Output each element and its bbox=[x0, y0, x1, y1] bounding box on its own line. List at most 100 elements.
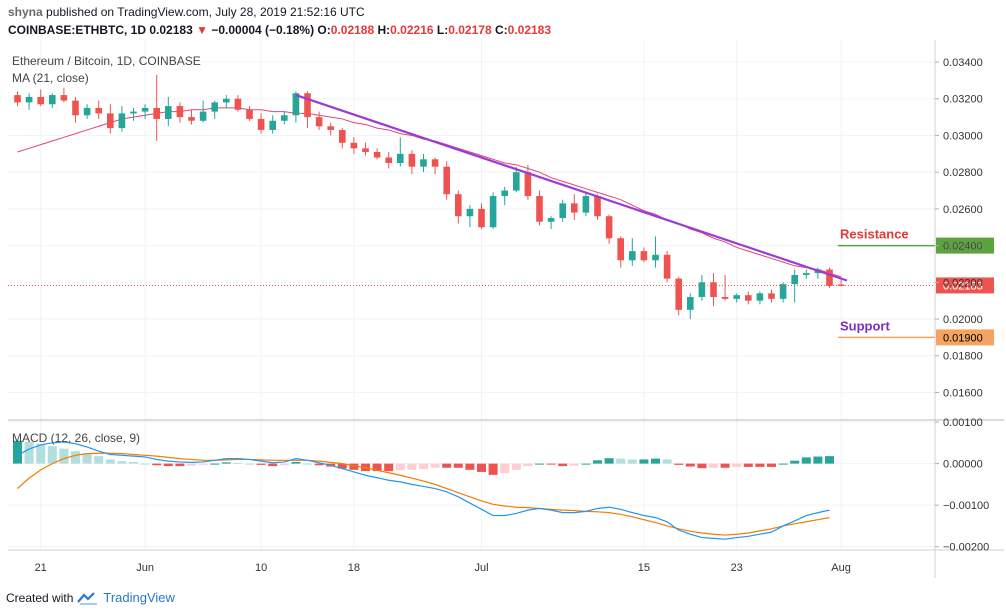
price-chart[interactable]: 0.02183 0.02400 Resistance 0.01900 Support 0… bbox=[0, 40, 1006, 580]
macd-histogram-bar bbox=[546, 463, 556, 465]
resistance-label: Resistance bbox=[840, 227, 909, 242]
close-value: 0.02183 bbox=[507, 23, 552, 37]
macd-histogram-bar bbox=[419, 463, 428, 470]
current-price-label: 0.02183 bbox=[943, 280, 983, 292]
candle-body bbox=[269, 120, 276, 130]
candle-body bbox=[165, 106, 172, 119]
macd-tick-label: −0.00200 bbox=[943, 542, 989, 554]
published-text: published on TradingView.com, July 28, 2… bbox=[46, 5, 365, 19]
candle-body bbox=[536, 196, 543, 222]
macd-histogram-bar bbox=[511, 463, 521, 470]
macd-histogram-bar bbox=[500, 463, 510, 474]
candle-body bbox=[663, 254, 671, 279]
macd-histogram-bar bbox=[210, 463, 220, 465]
macd-histogram-bar bbox=[720, 463, 730, 468]
macd-histogram-bar bbox=[395, 463, 405, 471]
candle-body bbox=[83, 107, 91, 116]
tradingview-brand[interactable]: TradingView bbox=[103, 590, 175, 605]
macd-histogram-bar bbox=[187, 463, 196, 466]
time-tick-label: 10 bbox=[255, 562, 267, 574]
candle-body bbox=[524, 172, 532, 197]
macd-line bbox=[17, 441, 830, 540]
macd-histogram-bar bbox=[314, 463, 324, 466]
candle-body bbox=[49, 95, 56, 105]
last-price: 0.02183 bbox=[149, 23, 193, 37]
macd-histogram-bar bbox=[767, 463, 776, 467]
macd-histogram-bar bbox=[453, 463, 463, 468]
candle-body bbox=[37, 96, 44, 105]
candle-body bbox=[373, 151, 381, 158]
ma-label: MA (21, close) bbox=[12, 71, 89, 85]
macd-histogram-bar bbox=[697, 463, 707, 469]
macd-histogram-bar bbox=[801, 457, 811, 464]
macd-histogram-bar bbox=[755, 463, 765, 467]
ma21-line bbox=[17, 107, 842, 278]
time-tick-label: 18 bbox=[348, 562, 360, 574]
macd-histogram-bar bbox=[581, 463, 591, 465]
macd-histogram-bar bbox=[71, 451, 80, 464]
price-tick-label: 0.03200 bbox=[943, 94, 983, 106]
candle-body bbox=[710, 282, 717, 298]
candle-body bbox=[420, 159, 427, 167]
candle-body bbox=[594, 196, 601, 217]
candle-body bbox=[733, 295, 740, 299]
time-tick-label: Jun bbox=[136, 562, 154, 574]
macd-histogram-bar bbox=[349, 463, 359, 470]
candle-body bbox=[745, 295, 752, 301]
created-with-text: Created with bbox=[6, 590, 74, 605]
macd-histogram-bar bbox=[639, 459, 649, 464]
candle-body bbox=[14, 95, 21, 103]
macd-histogram-bar bbox=[105, 459, 115, 464]
macd-histogram-bar bbox=[36, 443, 46, 464]
candle-body bbox=[489, 196, 497, 228]
macd-histogram-bar bbox=[82, 453, 92, 464]
candle-body bbox=[118, 113, 126, 129]
macd-signal-line bbox=[17, 452, 830, 536]
candle-body bbox=[756, 293, 764, 301]
macd-histogram-bar bbox=[790, 460, 800, 464]
candle-body bbox=[791, 274, 798, 285]
candle-body bbox=[629, 251, 636, 261]
current-price-tag bbox=[936, 277, 994, 294]
price-tick-label: 0.02600 bbox=[943, 204, 983, 216]
price-tick-label: 0.03000 bbox=[943, 130, 983, 142]
price-tick-label: 0.02200 bbox=[943, 277, 983, 289]
candle-body bbox=[25, 96, 33, 103]
macd-histogram-bar bbox=[465, 463, 475, 470]
candle-body bbox=[478, 208, 485, 228]
publisher-name[interactable]: shyna bbox=[8, 5, 43, 19]
candle-body bbox=[675, 278, 682, 310]
candle-body bbox=[466, 208, 474, 217]
macd-histogram-bar bbox=[384, 463, 394, 472]
candle-body bbox=[408, 153, 416, 167]
macd-histogram-bar bbox=[430, 463, 440, 468]
macd-histogram-bar bbox=[198, 463, 208, 465]
macd-histogram-bar bbox=[604, 458, 614, 464]
macd-histogram-bar bbox=[13, 440, 22, 464]
macd-histogram-bar bbox=[442, 463, 452, 468]
macd-histogram-bar bbox=[488, 463, 498, 475]
candle-body bbox=[571, 203, 578, 213]
macd-histogram-bar bbox=[279, 463, 289, 466]
candle-body bbox=[803, 273, 810, 275]
macd-histogram-bar bbox=[337, 463, 347, 469]
candle-body bbox=[292, 93, 300, 116]
axes-group: 0.03400 0.03200 0.03000 0.02800 0.02600 0.024… bbox=[8, 40, 1004, 578]
candle-body bbox=[95, 107, 102, 114]
macd-histogram-bar bbox=[685, 463, 695, 467]
candle-body bbox=[431, 159, 439, 167]
candle-body bbox=[559, 203, 566, 219]
high-value: 0.02216 bbox=[390, 23, 434, 37]
candle-body bbox=[605, 216, 613, 239]
candle-body bbox=[246, 109, 253, 119]
candle-body bbox=[327, 126, 334, 130]
candle-body bbox=[153, 107, 160, 119]
macd-histogram-bar bbox=[523, 463, 533, 467]
macd-label: MACD (12, 26, close, 9) bbox=[12, 431, 140, 445]
candle-body bbox=[652, 254, 659, 261]
macd-histogram-bar bbox=[477, 463, 486, 472]
candle-body bbox=[257, 118, 265, 130]
macd-histogram-bar bbox=[372, 463, 382, 472]
time-tick-label: 23 bbox=[731, 562, 743, 574]
candle-body bbox=[199, 111, 207, 121]
